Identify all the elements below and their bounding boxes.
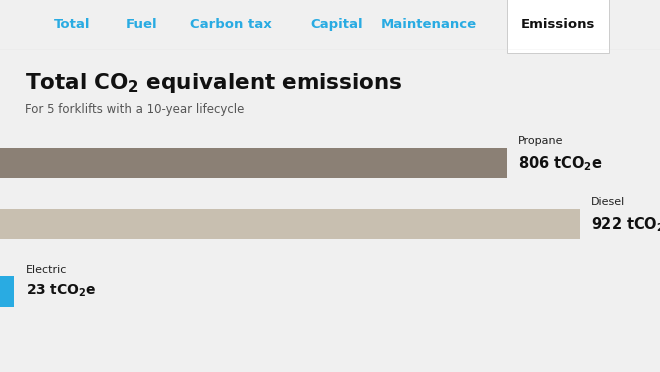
Bar xyxy=(0,209,579,239)
Bar xyxy=(0,148,507,178)
Text: Electric: Electric xyxy=(26,265,67,275)
FancyBboxPatch shape xyxy=(507,0,609,53)
Text: $\bf{23\ tCO_2e}$: $\bf{23\ tCO_2e}$ xyxy=(26,282,96,299)
Text: Carbon tax: Carbon tax xyxy=(190,17,272,31)
Text: $\bf{806\ tCO_2e}$: $\bf{806\ tCO_2e}$ xyxy=(518,154,603,173)
Bar xyxy=(0,276,15,307)
Text: Capital: Capital xyxy=(310,17,363,31)
Text: Maintenance: Maintenance xyxy=(381,17,477,31)
Text: Fuel: Fuel xyxy=(126,17,158,31)
Text: Propane: Propane xyxy=(518,136,564,146)
Text: For 5 forklifts with a 10-year lifecycle: For 5 forklifts with a 10-year lifecycle xyxy=(25,103,244,116)
Text: Total: Total xyxy=(54,17,91,31)
Text: $\bf{Total\ CO_2\ equivalent\ emissions}$: $\bf{Total\ CO_2\ equivalent\ emissions}… xyxy=(25,71,403,95)
Text: Diesel: Diesel xyxy=(591,198,625,208)
Text: $\bf{922\ tCO_2e}$: $\bf{922\ tCO_2e}$ xyxy=(591,215,660,234)
Text: Emissions: Emissions xyxy=(521,17,595,31)
